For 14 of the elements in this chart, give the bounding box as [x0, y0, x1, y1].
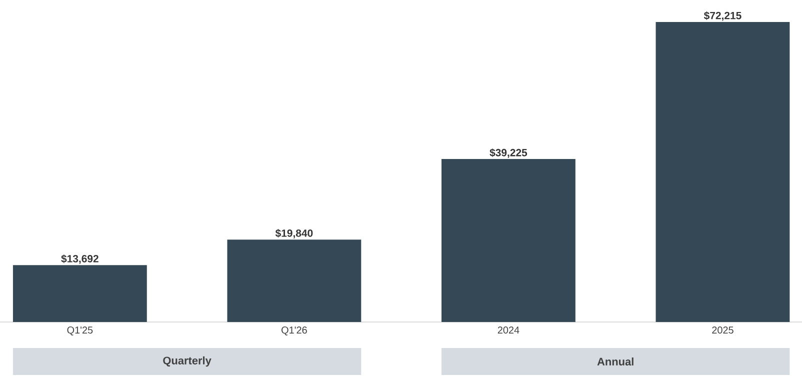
data-label: $39,225: [490, 148, 528, 158]
text: Quarterly: [163, 356, 212, 367]
data-label: $13,692: [61, 254, 98, 264]
x-tick-label: 2025: [712, 326, 734, 334]
bar: [227, 240, 362, 322]
data-label: $19,840: [275, 228, 313, 238]
x-tick-label: 2024: [498, 326, 520, 334]
bar: [12, 265, 147, 322]
x-tick-label: Q1'25: [67, 326, 93, 336]
bar: [656, 22, 790, 322]
bar: [442, 159, 576, 322]
x-tick-label: Q1'26: [282, 326, 307, 336]
data-label: $72,215: [704, 11, 742, 21]
text: Annual: [597, 357, 634, 366]
